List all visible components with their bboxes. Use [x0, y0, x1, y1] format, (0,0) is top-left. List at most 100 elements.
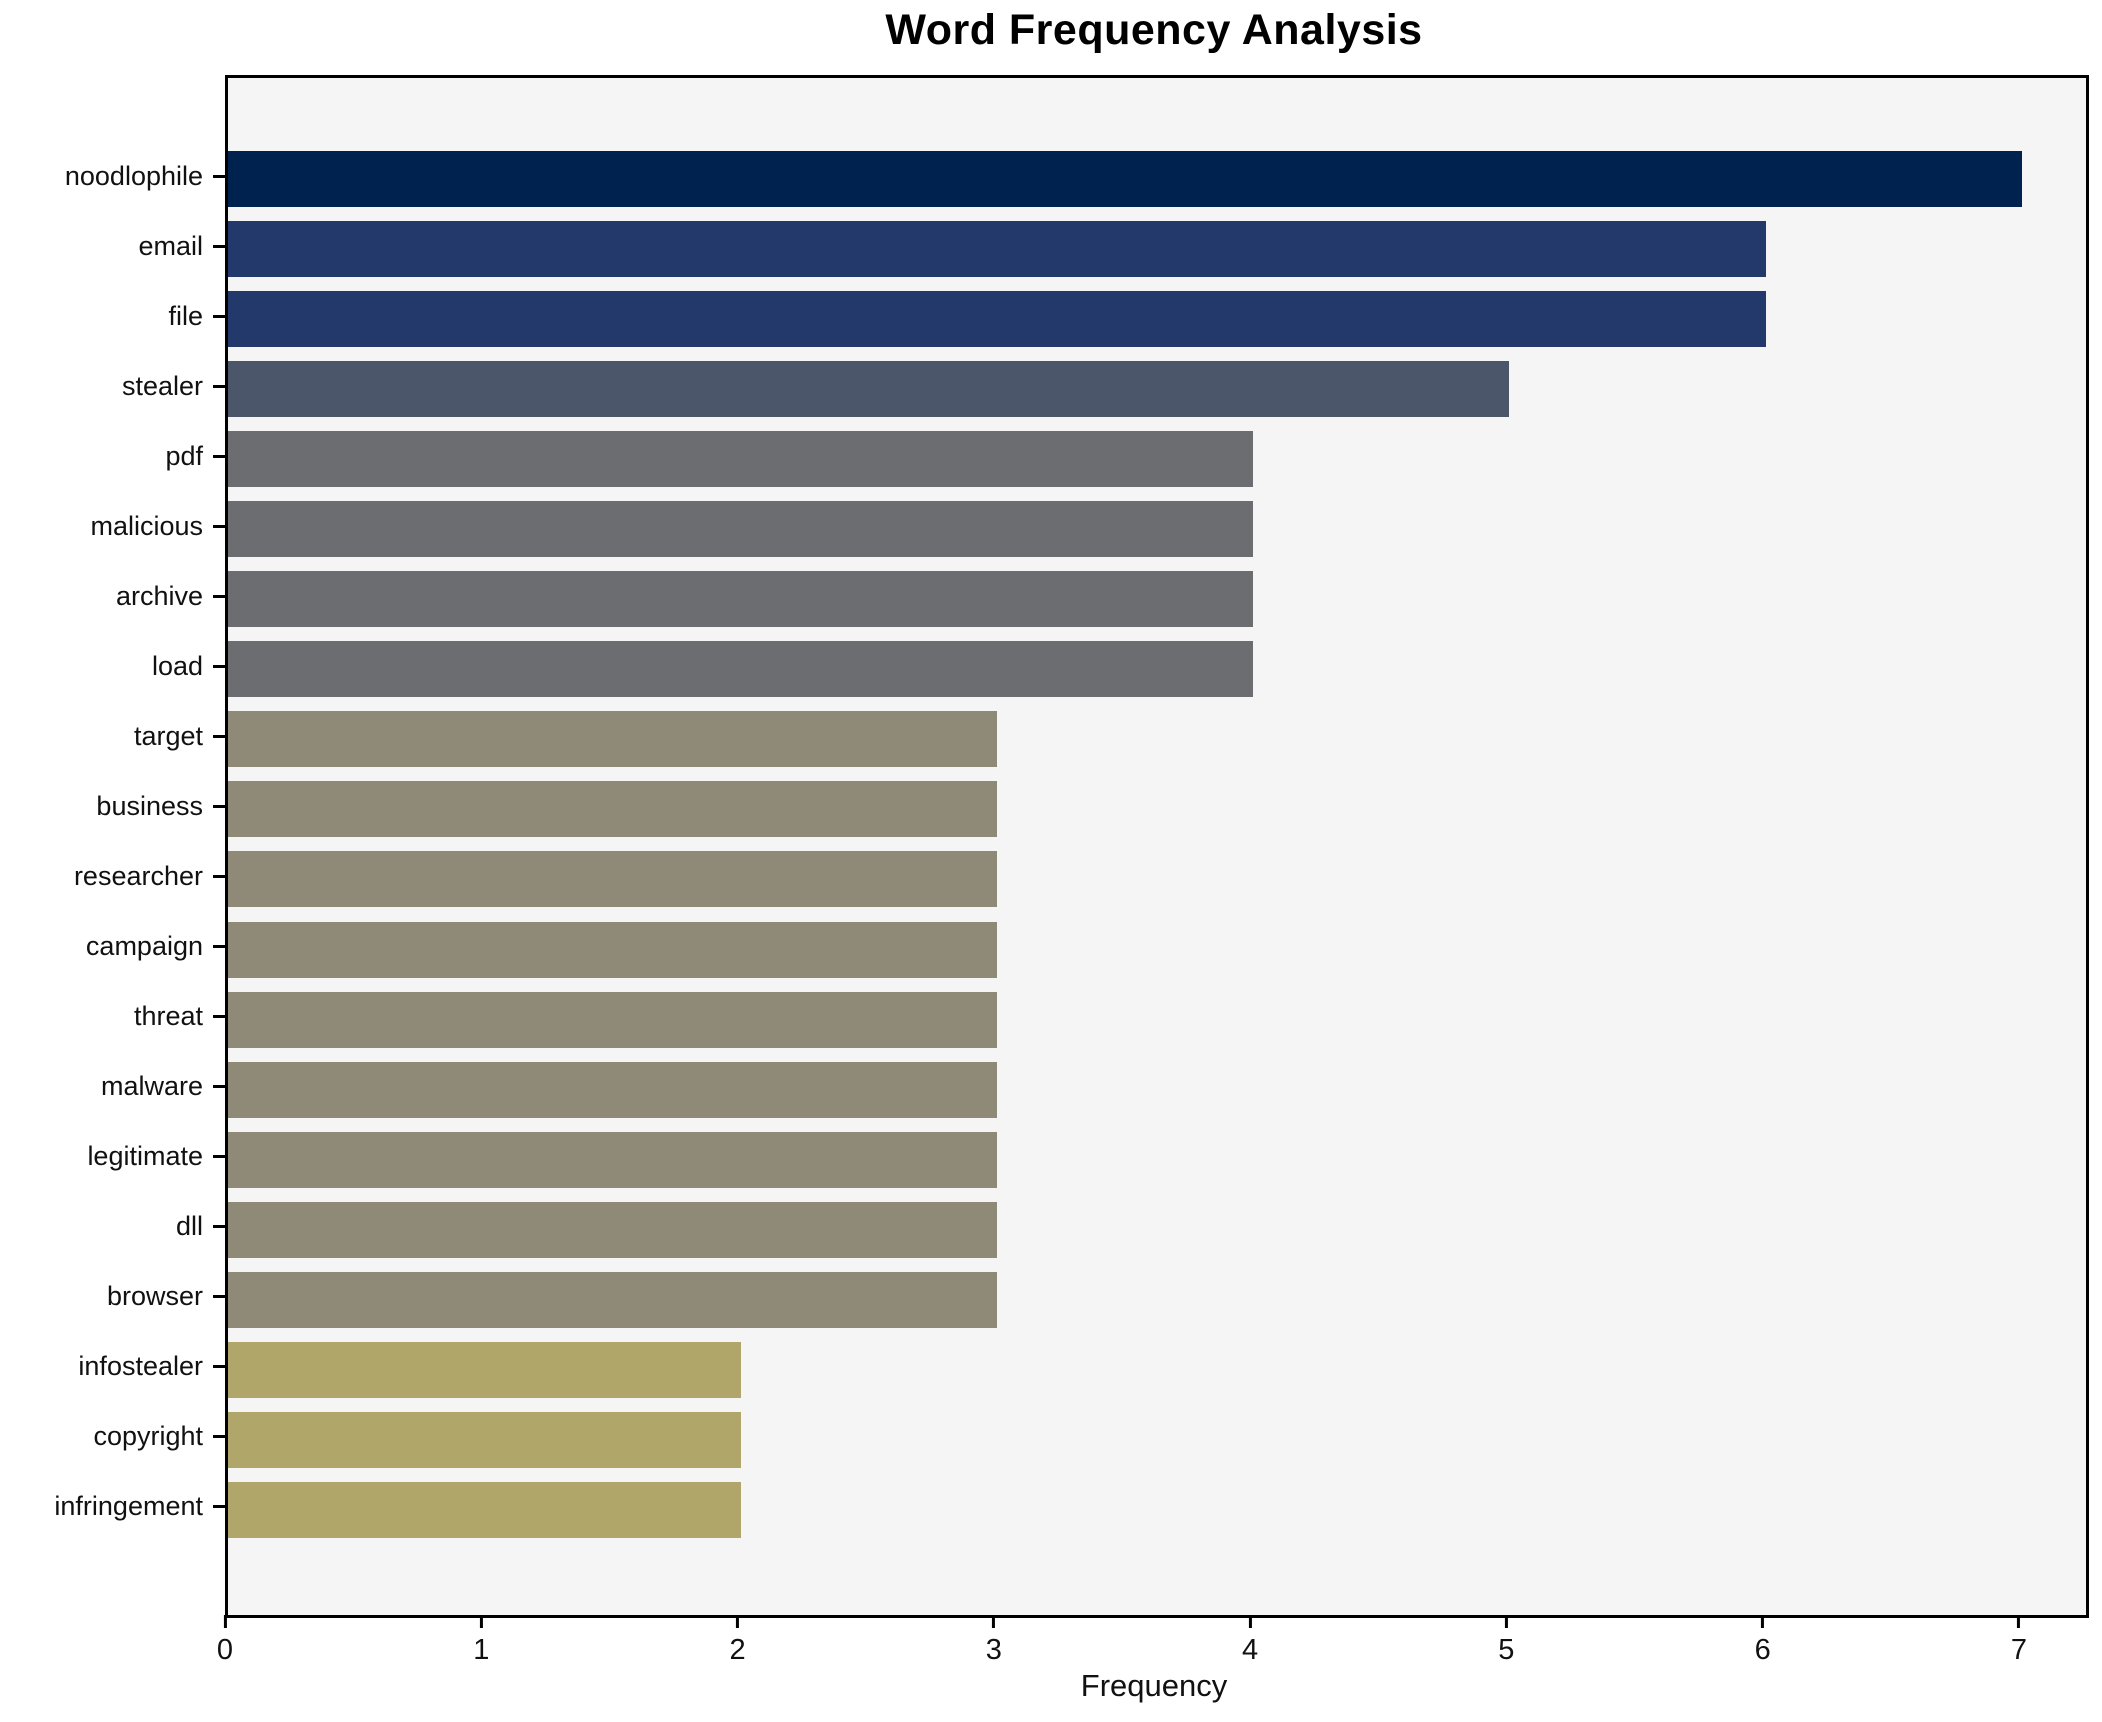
y-tick-label-infostealer: infostealer	[78, 1351, 203, 1382]
bar-archive	[228, 571, 1254, 628]
bar-row	[228, 634, 2086, 704]
bar-row	[228, 214, 2086, 284]
y-tick-row: researcher	[0, 841, 225, 911]
y-tick-mark	[213, 384, 225, 388]
y-tick-mark	[213, 664, 225, 668]
bar-researcher	[228, 851, 997, 908]
bar-business	[228, 781, 997, 838]
y-tick-mark	[213, 594, 225, 598]
bars-area	[228, 144, 2086, 1545]
y-tick-label-browser: browser	[106, 1281, 203, 1312]
chart-title: Word Frequency Analysis	[885, 6, 1423, 54]
y-tick-mark	[213, 1155, 225, 1159]
y-tick-row: business	[0, 771, 225, 841]
y-tick-mark	[213, 1225, 225, 1229]
y-tick-row: infringement	[0, 1472, 225, 1542]
y-tick-row: malicious	[0, 491, 225, 561]
y-tick-row: pdf	[0, 421, 225, 491]
x-tick-label: 6	[1754, 1634, 1771, 1666]
x-tick-5: 5	[1498, 1615, 1514, 1667]
y-tick-label-infringement: infringement	[54, 1491, 203, 1522]
x-tick-mark	[736, 1615, 740, 1628]
y-tick-label-load: load	[151, 650, 203, 681]
bar-infostealer	[228, 1341, 741, 1398]
x-tick-6: 6	[1755, 1615, 1771, 1667]
x-tick-label: 3	[985, 1634, 1002, 1666]
y-tick-row: archive	[0, 561, 225, 631]
y-tick-mark	[213, 314, 225, 318]
bar-row	[228, 354, 2086, 424]
y-tick-row: stealer	[0, 351, 225, 421]
y-tick-mark	[213, 1435, 225, 1439]
y-tick-label-campaign: campaign	[85, 931, 203, 962]
y-tick-label-threat: threat	[133, 1001, 203, 1032]
x-axis-title: Frequency	[1080, 1668, 1228, 1703]
y-tick-row: dll	[0, 1192, 225, 1262]
x-tick-mark	[223, 1615, 227, 1628]
bar-row	[228, 1405, 2086, 1475]
y-tick-label-business: business	[96, 790, 203, 821]
bar-noodlophile	[228, 151, 2022, 208]
bar-malware	[228, 1061, 997, 1118]
bar-pdf	[228, 431, 1254, 488]
bar-load	[228, 641, 1254, 698]
y-tick-label-copyright: copyright	[93, 1421, 203, 1452]
y-tick-row: campaign	[0, 912, 225, 982]
y-tick-row: noodlophile	[0, 141, 225, 211]
x-tick-label: 0	[216, 1634, 234, 1666]
x-axis-ticks: 0 1 2 3 4 5 6 7	[217, 1615, 2083, 1685]
y-tick-mark	[213, 734, 225, 738]
y-tick-row: file	[0, 281, 225, 351]
y-tick-mark	[213, 174, 225, 178]
bar-row	[228, 985, 2086, 1055]
bar-row	[228, 915, 2086, 985]
bar-row	[228, 844, 2086, 914]
y-tick-row: load	[0, 631, 225, 701]
y-tick-row: threat	[0, 982, 225, 1052]
y-tick-mark	[213, 874, 225, 878]
plot-area	[225, 75, 2089, 1618]
x-tick-7: 7	[2011, 1615, 2027, 1667]
y-tick-row: email	[0, 211, 225, 281]
y-tick-label-researcher: researcher	[73, 860, 203, 891]
y-tick-label-archive: archive	[115, 580, 203, 611]
y-tick-row: browser	[0, 1262, 225, 1332]
bar-row	[228, 704, 2086, 774]
bar-row	[228, 424, 2086, 494]
x-tick-label: 4	[1242, 1634, 1259, 1666]
x-tick-mark	[479, 1615, 483, 1628]
bar-row	[228, 1055, 2086, 1125]
x-tick-label: 7	[2010, 1634, 2027, 1666]
x-tick-mark	[1761, 1615, 1765, 1628]
y-tick-label-stealer: stealer	[121, 370, 203, 401]
bar-legitimate	[228, 1131, 997, 1188]
bar-row	[228, 1265, 2086, 1335]
y-tick-mark	[213, 524, 225, 528]
x-tick-label: 5	[1498, 1634, 1515, 1666]
y-tick-label-email: email	[138, 230, 203, 261]
x-tick-mark	[992, 1615, 996, 1628]
bar-row	[228, 1195, 2086, 1265]
x-tick-3: 3	[986, 1615, 1002, 1667]
y-tick-row: legitimate	[0, 1122, 225, 1192]
y-axis-labels: noodlophile email file stealer pdf malicious a…	[0, 141, 225, 1542]
x-tick-mark	[1504, 1615, 1508, 1628]
bar-infringement	[228, 1481, 741, 1538]
y-tick-label-pdf: pdf	[165, 440, 203, 471]
y-tick-mark	[213, 244, 225, 248]
x-tick-0: 0	[217, 1615, 233, 1667]
y-tick-mark	[213, 1505, 225, 1509]
y-tick-mark	[213, 945, 225, 949]
x-tick-label: 2	[729, 1634, 746, 1666]
x-tick-1: 1	[473, 1615, 489, 1667]
bar-browser	[228, 1271, 997, 1328]
bar-row	[228, 1335, 2086, 1405]
bar-dll	[228, 1201, 997, 1258]
bar-stealer	[228, 361, 1510, 418]
bar-row	[228, 284, 2086, 354]
bar-row	[228, 144, 2086, 214]
y-tick-mark	[213, 1085, 225, 1089]
bar-malicious	[228, 501, 1254, 558]
bar-row	[228, 774, 2086, 844]
